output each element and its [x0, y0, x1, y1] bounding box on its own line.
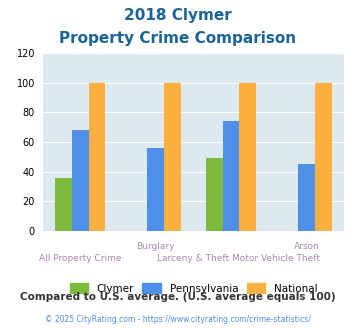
Bar: [89, 82, 105, 231]
Bar: [223, 121, 240, 231]
Text: Arson: Arson: [294, 242, 320, 251]
Bar: [206, 158, 223, 231]
Bar: [315, 82, 332, 231]
Text: © 2025 CityRating.com - https://www.cityrating.com/crime-statistics/: © 2025 CityRating.com - https://www.city…: [45, 315, 310, 324]
Bar: [240, 82, 256, 231]
Bar: [164, 82, 181, 231]
Bar: [55, 178, 72, 231]
Text: Compared to U.S. average. (U.S. average equals 100): Compared to U.S. average. (U.S. average …: [20, 292, 335, 302]
Legend: Clymer, Pennsylvania, National: Clymer, Pennsylvania, National: [70, 283, 317, 293]
Bar: [72, 130, 89, 231]
Bar: [298, 164, 315, 231]
Text: 2018 Clymer: 2018 Clymer: [124, 8, 231, 23]
Text: Motor Vehicle Theft: Motor Vehicle Theft: [233, 254, 321, 263]
Text: Larceny & Theft: Larceny & Theft: [157, 254, 230, 263]
Text: All Property Crime: All Property Crime: [39, 254, 121, 263]
Text: Burglary: Burglary: [137, 242, 175, 251]
Bar: [147, 148, 164, 231]
Text: Property Crime Comparison: Property Crime Comparison: [59, 31, 296, 46]
